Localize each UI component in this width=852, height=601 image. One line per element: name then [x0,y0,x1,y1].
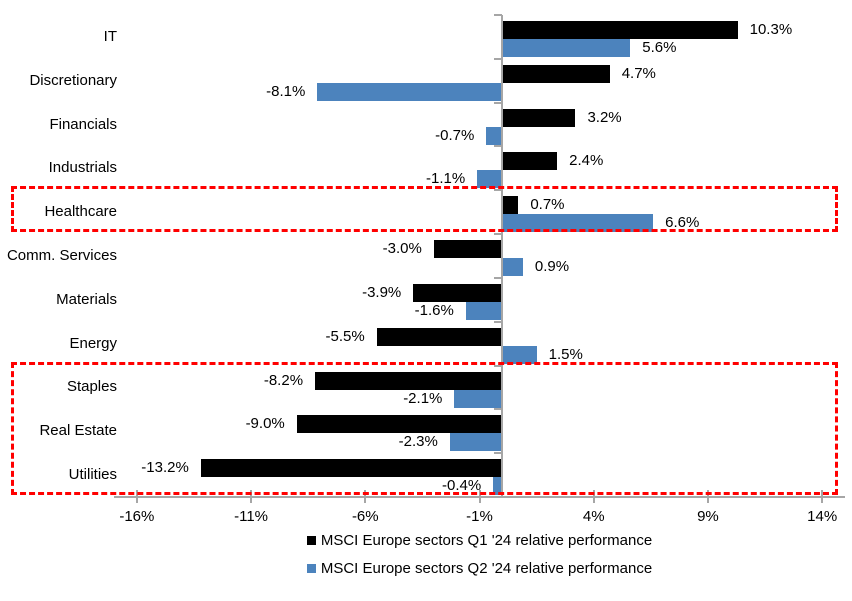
q1-bar-Real Estate [296,415,503,434]
data-label: -13.2% [141,459,189,477]
value-axis-tick [821,490,824,503]
data-label: 10.3% [749,21,793,38]
category-axis-tick [494,189,503,192]
category-axis-tick [494,276,503,279]
legend-entry-q1-label: MSCI Europe sectors Q1 '24 relative perf… [320,532,653,549]
q2-bar-Healthcare [502,214,654,233]
value-axis-tick [135,490,138,503]
data-label: -9.0% [245,415,285,433]
x-tick-label: -11% [234,508,269,525]
category-label: Real Estate [39,422,117,440]
category-label: Utilities [68,466,117,484]
data-label: 5.6% [642,39,677,56]
category-axis-tick [494,57,503,60]
q1-legend-swatch-icon [306,536,316,545]
value-axis-tick [592,490,595,503]
category-axis-tick [494,14,503,16]
category-axis-tick [494,364,503,367]
category-axis-tick [494,320,503,323]
q2-bar-Utilities [493,477,503,496]
category-axis-tick [494,101,503,104]
x-tick-label: 4% [582,508,605,525]
highlight-box-Healthcare [11,186,838,233]
category-label: Industrials [48,159,117,177]
legend-entry-q2: MSCI Europe sectors Q2 '24 relative perf… [306,559,653,578]
q1-bar-Healthcare [502,196,519,215]
value-axis-tick [706,490,709,503]
value-axis-tick [250,490,253,503]
q2-bar-Materials [465,301,503,320]
x-tick-label: -1% [466,508,493,525]
category-label: IT [103,27,117,45]
q2-bar-Comm. Services [502,258,523,277]
q2-bar-Discretionary [317,82,503,101]
x-tick-label: -6% [351,508,379,525]
q1-bar-Staples [315,371,503,390]
data-label: -1.6% [414,301,454,319]
x-tick-label: -16% [119,508,155,525]
q2-bar-Real Estate [449,433,503,452]
category-label: Energy [69,334,117,352]
data-label: -8.1% [266,82,306,100]
data-label: -3.9% [362,283,402,301]
category-axis-tick [494,145,503,148]
highlight-box-Staples [11,361,838,495]
data-label: 2.4% [569,152,604,170]
category-axis-tick [494,452,503,455]
data-label: 3.2% [587,108,622,126]
data-label: -8.2% [263,371,304,389]
category-label: Staples [66,378,117,396]
q1-bar-Discretionary [502,64,610,83]
data-label: 0.7% [530,196,565,214]
q1-bar-Materials [413,283,503,302]
q2-bar-Energy [502,345,537,364]
category-label: Comm. Services [6,247,117,264]
category-axis-tick [494,233,503,236]
q1-bar-Comm. Services [433,240,503,259]
q1-bar-Industrials [502,152,558,171]
q2-legend-swatch-icon [306,564,316,573]
data-label: 1.5% [548,345,583,363]
q2-bar-Staples [454,389,503,408]
legend-entry-q2-label: MSCI Europe sectors Q2 '24 relative perf… [320,560,653,577]
category-label: Materials [56,290,117,308]
legend: MSCI Europe sectors Q1 '24 relative perf… [114,531,845,578]
data-label: -1.1% [426,170,466,188]
data-label: 4.7% [621,64,656,82]
data-label: 6.6% [665,214,700,232]
q2-bar-IT [502,39,631,57]
category-label: Healthcare [44,203,117,221]
q1-bar-Financials [502,108,576,127]
data-label: -5.5% [325,327,365,345]
data-label: -0.4% [442,477,482,495]
q1-bar-Utilities [200,459,503,478]
data-label: -2.1% [403,389,443,407]
data-label: -0.7% [435,126,475,144]
data-label: -3.0% [382,240,422,258]
q1-bar-Energy [376,327,503,346]
category-label: Discretionary [29,71,117,89]
data-label: -2.3% [398,433,438,451]
category-axis-line [501,15,504,497]
data-label: 0.9% [534,258,570,276]
category-axis-tick [494,408,503,411]
category-label: Financials [49,115,117,133]
q1-bar-IT [502,21,738,39]
x-tick-label: 9% [697,508,719,525]
legend-entry-q1: MSCI Europe sectors Q1 '24 relative perf… [306,531,653,550]
x-tick-label: 14% [807,508,838,525]
value-axis-tick [478,490,481,503]
q2-bar-Industrials [477,170,503,189]
q2-bar-Financials [486,126,503,145]
value-axis-tick [364,490,367,503]
